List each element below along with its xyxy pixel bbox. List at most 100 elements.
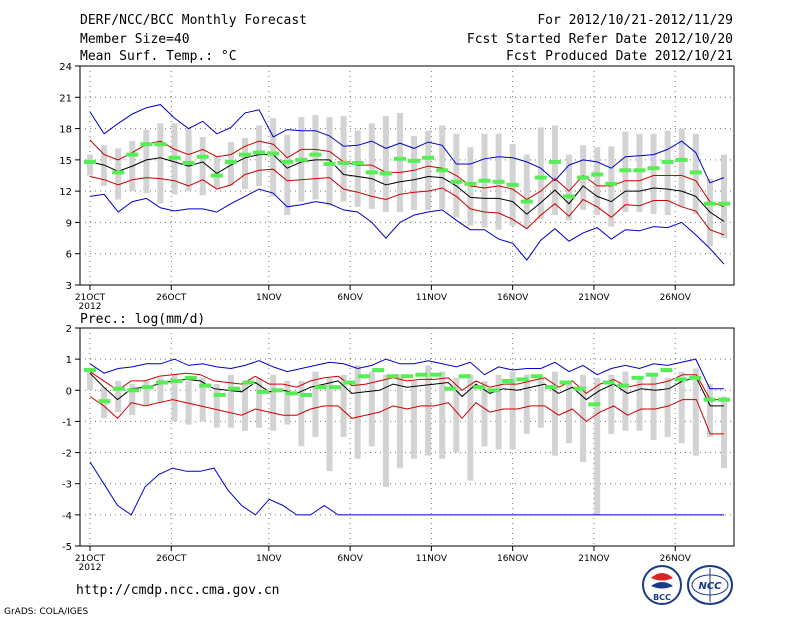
obs-marker-2 [458,374,471,379]
xtick-label-1: 16NOV [497,293,529,303]
spread-bar-2 [650,374,657,441]
xtick-label-1: 26OCT [156,293,187,303]
spread-bar-2 [87,370,93,391]
obs-marker-2 [602,380,615,385]
obs-marker-1 [351,160,364,165]
ytick-label-2: -2 [62,449,72,460]
spread-bar-1 [368,123,375,209]
obs-marker-1 [718,201,730,206]
obs-marker-2 [271,388,284,393]
spread-bar-2 [115,380,122,413]
obs-marker-2 [242,380,255,385]
spread-bar-2 [143,380,150,406]
xtick-label-2: 21NOV [578,554,610,564]
obs-marker-1 [619,168,632,173]
xtick-label-1: 26NOV [660,293,692,303]
spread-bar-1 [439,125,446,209]
ytick-label-2: -5 [62,542,72,553]
spread-bar-2 [270,374,277,431]
precipitation-panel: -5 -4 -3 -2 -1 0 1 2 21OCT 26OCT 1NOV 6NOV 11NOV 16NO… [62,324,735,573]
inner-lower-line-2 [89,396,724,435]
obs-marker-1 [633,168,646,173]
ytick-label-1: 18 [59,125,72,136]
spread-bar-1 [270,118,277,197]
outer-lower-line-1 [89,188,725,265]
obs-marker-2 [357,374,370,379]
obs-marker-1 [605,181,618,186]
spread-bar-2 [453,377,460,453]
obs-marker-1 [450,179,463,184]
obs-marker-1 [408,158,421,163]
obs-marker-1 [365,170,378,175]
obs-marker-2 [98,399,111,404]
obs-marker-1 [422,155,435,160]
spread-bar-2 [199,377,206,422]
obs-marker-2 [473,385,486,390]
xtick-label-1: 1NOV [256,293,282,303]
obs-marker-2 [516,377,529,382]
obs-marker-1 [647,166,660,171]
obs-marker-1 [506,182,519,187]
obs-marker-1 [577,175,590,180]
spread-bar-1 [467,147,474,226]
obs-marker-2 [314,385,327,390]
inner-upper-line-1 [89,139,725,208]
obs-marker-1 [126,152,139,157]
spread-bar-1 [608,146,615,227]
spread-bar-1 [678,128,685,207]
spread-bar-2 [439,371,446,459]
obs-marker-1 [379,171,392,176]
xtick-label-2: 1NOV [256,554,282,564]
obs-marker-2 [199,383,212,388]
ytick-label-1: 24 [59,62,72,73]
spread-bar-1 [551,125,558,216]
spread-bar-2 [594,377,601,515]
obs-marker-2 [213,392,226,397]
obs-marker-1 [661,159,674,164]
obs-marker-2 [300,392,313,397]
obs-marker-2 [127,388,140,393]
obs-marker-2 [444,386,457,391]
spread-bar-2 [509,371,516,450]
ytick-label-2: -1 [62,417,72,428]
plot-frame-1 [79,65,735,286]
obs-marker-1 [253,150,266,155]
obs-marker-2 [617,383,630,388]
obs-marker-2 [141,385,154,390]
spread-bar-2 [425,365,432,456]
obs-marker-2 [631,375,644,380]
obs-marker-1 [563,194,576,199]
obs-marker-1 [112,170,125,175]
spread-bar-1 [411,135,418,210]
obs-marker-1 [436,168,449,173]
spread-bar-1 [87,154,93,176]
obs-marker-1 [182,160,195,165]
inner-upper-line-2 [89,371,724,401]
obs-marker-2 [573,386,586,391]
spread-bar-1 [143,129,150,194]
obs-marker-2 [588,402,601,407]
obs-marker-1 [478,178,491,183]
spread-bar-2 [284,380,291,425]
spread-bar-2 [566,380,573,444]
xtick-label-2: 26OCT [156,554,187,564]
ytick-label-1: 15 [59,156,72,167]
xtick-label-1: 6NOV [337,293,363,303]
temperature-panel: 3 6 9 12 15 18 21 24 21OCT 26OCT 1NOV 6NOV 11NOV 16NO… [59,62,735,312]
spread-bar-2 [241,380,248,431]
year-label-2: 2012 [79,563,102,573]
ncc-logo-text: NCC [698,581,722,592]
obs-marker-2 [703,397,716,402]
ytick-label-2: -4 [62,511,72,522]
header-start-date: Fcst Started Refer Date 2012/10/20 [467,32,733,47]
spread-bar-2 [396,374,403,469]
spread-bar-2 [523,374,530,434]
obs-marker-1 [591,172,604,177]
obs-marker-1 [238,152,251,157]
year-label-1: 2012 [79,302,102,312]
spread-bar-1 [340,116,347,202]
spread-bar-2 [312,371,319,437]
spread-bar-1 [241,137,248,190]
obs-marker-1 [548,159,561,164]
ncc-logo: NCC [687,565,733,605]
